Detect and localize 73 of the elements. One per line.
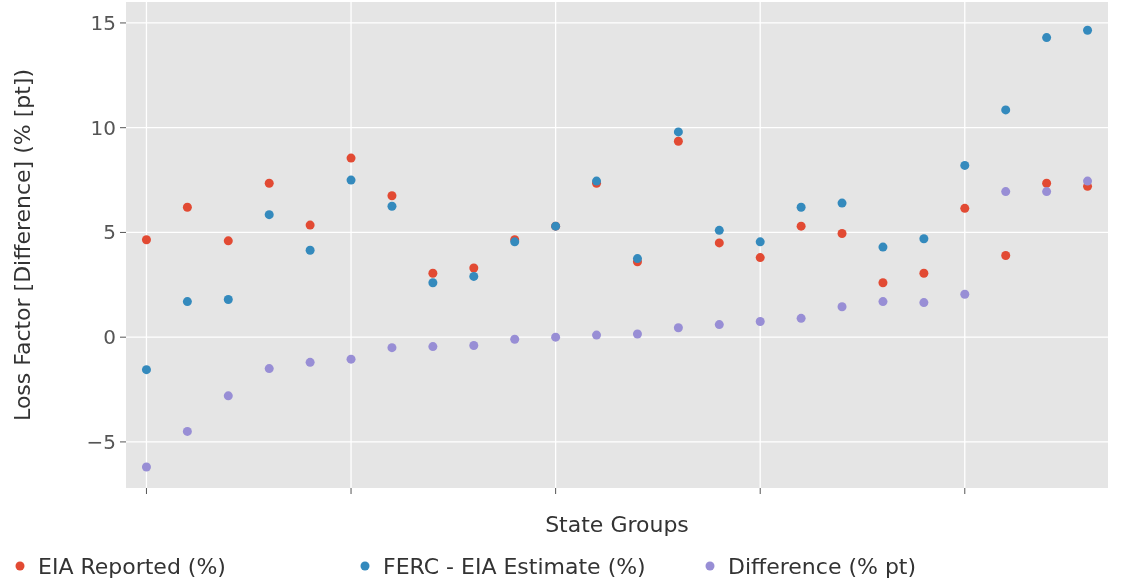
point xyxy=(714,238,724,248)
point xyxy=(264,364,274,374)
y-tick-label: 0 xyxy=(103,325,116,350)
point xyxy=(837,228,847,238)
y-tick-label: −5 xyxy=(86,429,116,454)
point xyxy=(1083,176,1093,186)
point xyxy=(960,203,970,213)
x-axis-title: State Groups xyxy=(545,512,689,537)
point xyxy=(182,426,192,436)
point xyxy=(878,278,888,288)
point xyxy=(387,201,397,211)
point xyxy=(878,297,888,307)
point xyxy=(551,332,561,342)
point xyxy=(305,220,315,230)
point xyxy=(1001,187,1011,197)
point xyxy=(141,365,151,375)
point xyxy=(673,136,683,146)
point xyxy=(510,334,520,344)
point xyxy=(182,297,192,307)
point xyxy=(632,329,642,339)
point xyxy=(1042,33,1052,43)
point xyxy=(305,245,315,255)
point xyxy=(141,235,151,245)
point xyxy=(673,127,683,137)
point xyxy=(182,202,192,212)
point xyxy=(960,160,970,170)
point xyxy=(346,354,356,364)
point xyxy=(919,234,929,244)
point xyxy=(223,294,233,304)
point xyxy=(714,320,724,330)
point xyxy=(714,225,724,235)
point xyxy=(1042,187,1052,197)
point xyxy=(264,210,274,220)
legend-label: FERC - EIA Estimate (%) xyxy=(383,553,646,579)
point xyxy=(141,462,151,472)
point xyxy=(346,153,356,163)
point xyxy=(796,202,806,212)
point xyxy=(469,341,479,351)
point xyxy=(264,178,274,188)
point xyxy=(387,343,397,353)
point xyxy=(919,298,929,308)
point xyxy=(469,263,479,273)
point xyxy=(387,191,397,201)
y-tick-label: 15 xyxy=(90,10,116,35)
point xyxy=(1001,105,1011,115)
point xyxy=(673,323,683,333)
point xyxy=(919,268,929,278)
y-tick-label: 5 xyxy=(103,220,116,245)
point xyxy=(1083,25,1093,35)
point xyxy=(755,316,765,326)
y-tick-label: 10 xyxy=(90,115,116,140)
point xyxy=(837,302,847,312)
point xyxy=(796,313,806,323)
point xyxy=(346,175,356,185)
point xyxy=(878,242,888,252)
point xyxy=(1001,250,1011,260)
point xyxy=(428,268,438,278)
point xyxy=(755,253,765,263)
point xyxy=(223,391,233,401)
legend-label: EIA Reported (%) xyxy=(38,553,226,579)
point xyxy=(223,236,233,246)
point xyxy=(1042,178,1052,188)
point xyxy=(428,342,438,352)
y-axis-title: Loss Factor [Difference] (% [pt]) xyxy=(10,69,35,421)
point xyxy=(755,237,765,247)
point xyxy=(592,330,602,340)
point xyxy=(796,221,806,231)
legend-label: Difference (% pt) xyxy=(728,553,917,579)
point xyxy=(469,271,479,281)
point xyxy=(960,289,970,299)
point xyxy=(428,278,438,288)
point xyxy=(837,198,847,208)
point xyxy=(305,357,315,367)
